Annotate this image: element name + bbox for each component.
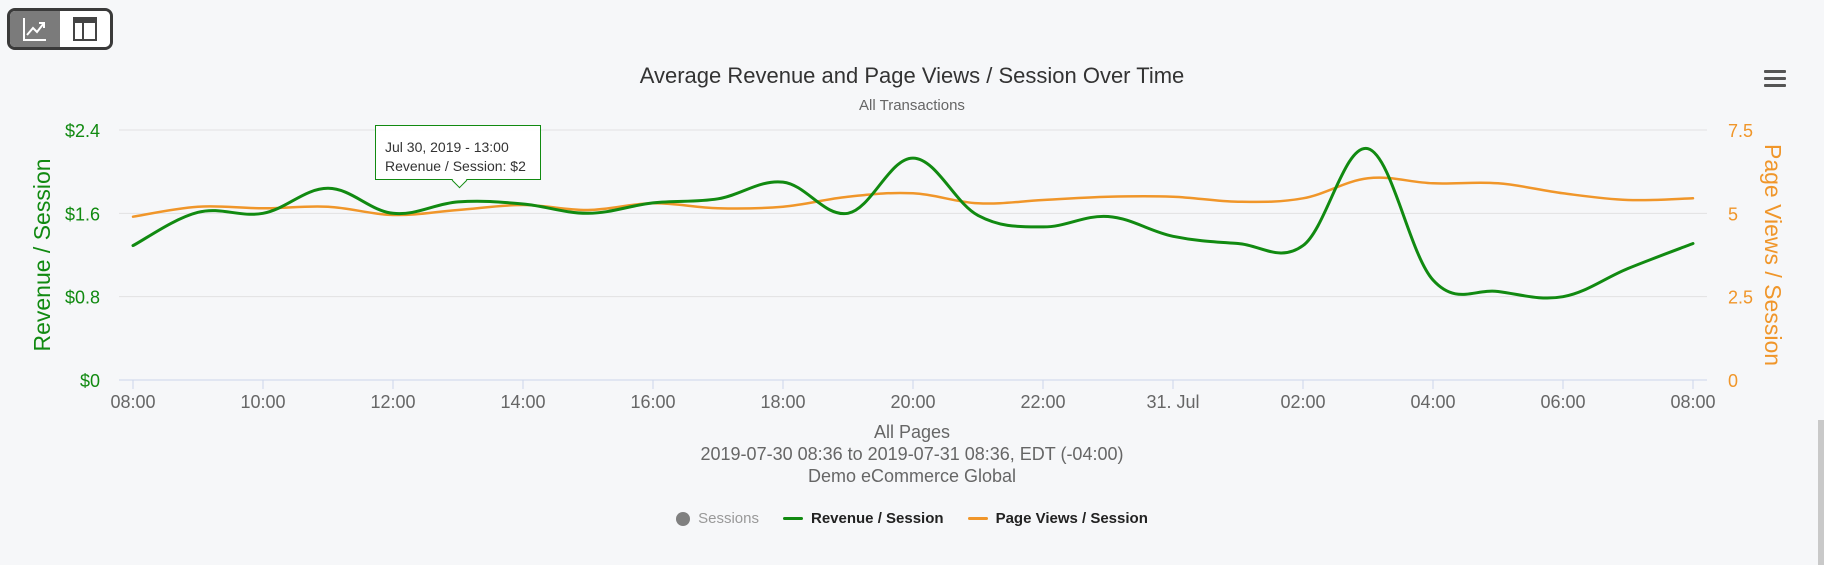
x-tick-label: 08:00	[1670, 392, 1715, 412]
legend-item-revenue-per-session[interactable]: Revenue / Session	[783, 510, 944, 527]
x-tick-label: 04:00	[1410, 392, 1455, 412]
legend-item-sessions[interactable]: Sessions	[676, 510, 759, 527]
y-right-tick-label: 7.5	[1728, 121, 1753, 141]
legend-label-page-views-per-session: Page Views / Session	[995, 510, 1148, 527]
scrollbar[interactable]	[1818, 420, 1824, 565]
x-tick-label: 20:00	[890, 392, 935, 412]
chart-tooltip: Jul 30, 2019 - 13:00 Revenue / Session: …	[375, 125, 541, 180]
x-tick-label: 06:00	[1540, 392, 1585, 412]
x-tick-label: 16:00	[630, 392, 675, 412]
y-left-tick-label: $2.4	[65, 121, 100, 141]
y-right-axis-title: Page Views / Session	[1760, 144, 1786, 366]
chart-view-button[interactable]	[10, 11, 60, 47]
hamburger-menu-icon[interactable]	[1764, 70, 1786, 90]
footer-scope: All Pages	[873, 422, 951, 442]
tooltip-value: Revenue / Session: $2	[385, 158, 526, 174]
series-line-revenue-session	[131, 147, 1695, 300]
x-tick-label: 31. Jul	[1146, 392, 1199, 412]
footer-date-range: 2019-07-30 08:36 to 2019-07-31 08:36, ED…	[700, 444, 1124, 464]
x-tick-label: 10:00	[240, 392, 285, 412]
legend-marker-line	[783, 517, 803, 520]
x-tick-label: 14:00	[500, 392, 545, 412]
series-line-page-views-session	[131, 176, 1695, 218]
x-tick-label: 02:00	[1280, 392, 1325, 412]
chart-legend: Sessions Revenue / Session Page Views / …	[0, 510, 1824, 527]
chart-subtitle: All Transactions	[859, 97, 965, 114]
x-tick-label: 22:00	[1020, 392, 1065, 412]
y-left-tick-label: $1.6	[65, 204, 100, 224]
chart-title: Average Revenue and Page Views / Session…	[640, 63, 1185, 88]
legend-label-revenue-per-session: Revenue / Session	[811, 510, 944, 527]
view-toggle	[7, 8, 113, 50]
y-right-tick-label: 0	[1728, 371, 1738, 391]
x-tick-label: 08:00	[110, 392, 155, 412]
legend-marker-line	[967, 517, 988, 520]
legend-marker-dot	[676, 511, 691, 526]
table-view-button[interactable]	[60, 11, 110, 47]
y-left-tick-label: $0.8	[65, 288, 100, 308]
x-tick-label: 18:00	[760, 392, 805, 412]
line-chart: Average Revenue and Page Views / Session…	[29, 63, 1786, 412]
tooltip-date: Jul 30, 2019 - 13:00	[385, 139, 509, 155]
table-layout-icon	[73, 17, 97, 41]
legend-label-sessions: Sessions	[698, 510, 759, 527]
y-left-axis-title: Revenue / Session	[29, 158, 55, 351]
y-right-tick-label: 2.5	[1728, 288, 1753, 308]
legend-item-page-views-per-session[interactable]: Page Views / Session	[967, 510, 1148, 527]
y-left-tick-label: $0	[80, 371, 100, 391]
footer-site-name: Demo eCommerce Global	[807, 466, 1017, 486]
y-right-tick-label: 5	[1728, 204, 1738, 224]
x-tick-label: 12:00	[370, 392, 415, 412]
line-chart-icon	[23, 18, 46, 41]
